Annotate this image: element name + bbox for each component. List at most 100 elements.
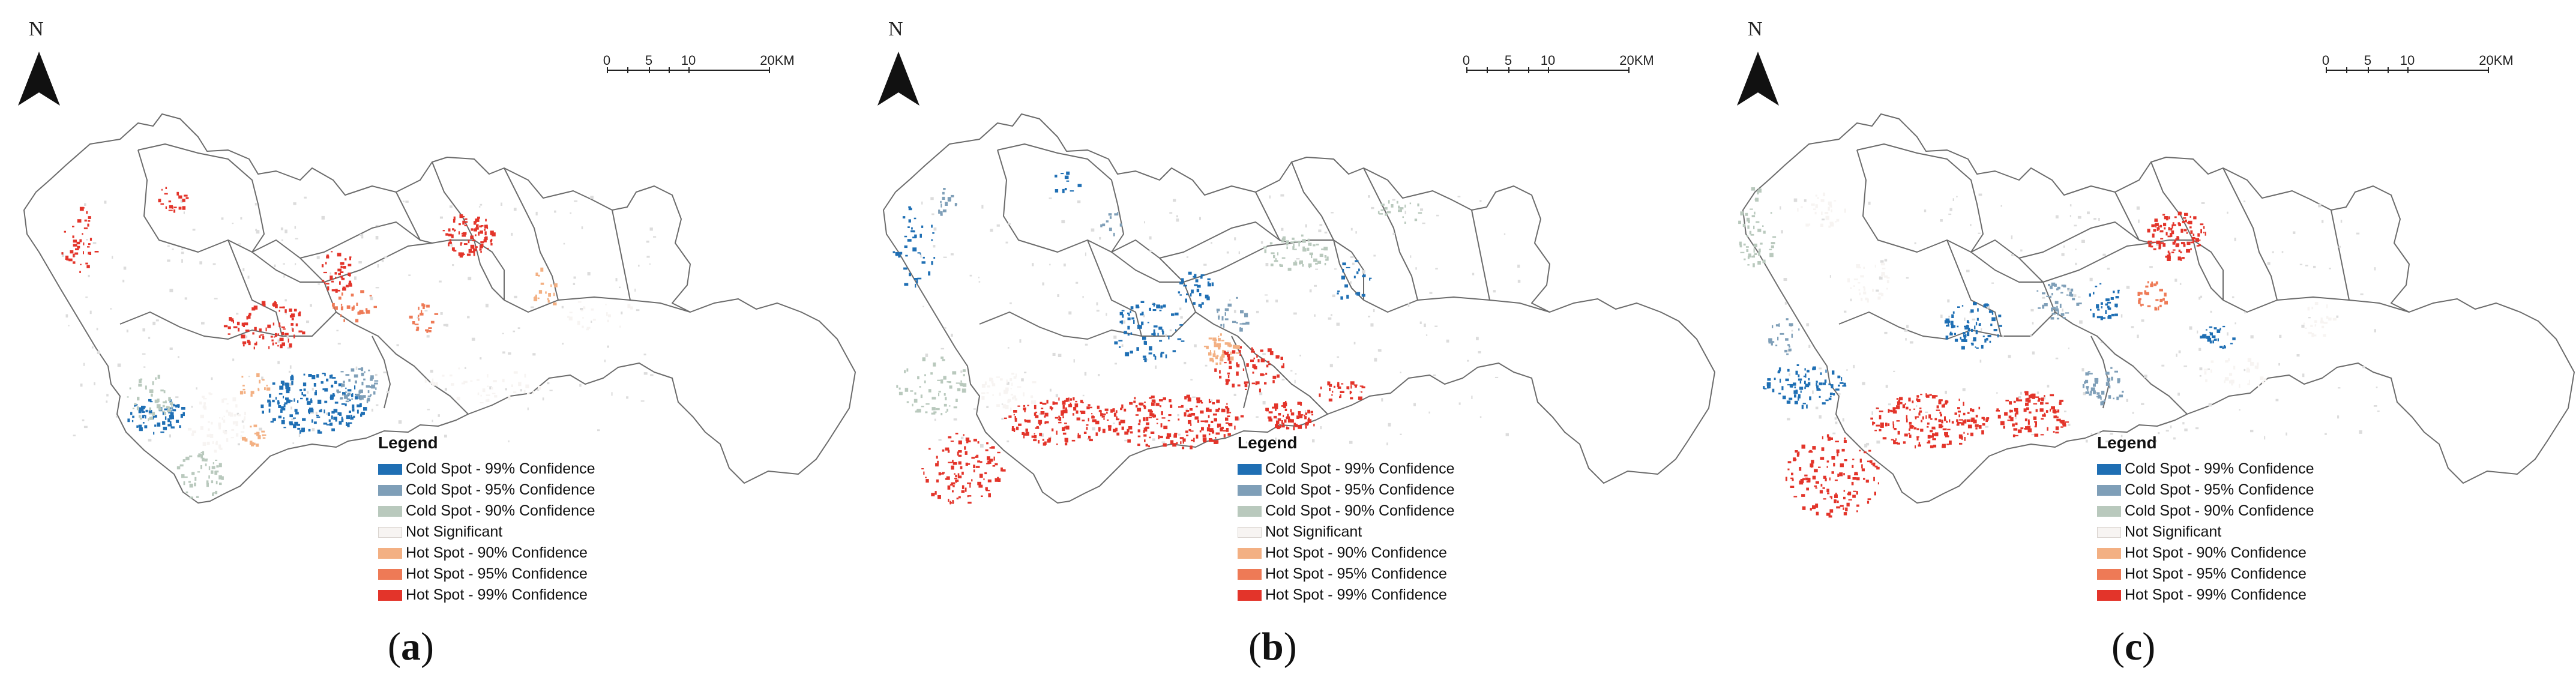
spot-cluster (1297, 402, 1301, 405)
spot-cluster (2229, 380, 2231, 384)
spot-not-significant (181, 259, 183, 263)
spot-cluster (1179, 437, 1184, 439)
spot-cluster (1238, 349, 1241, 353)
spot-not-significant (439, 280, 442, 283)
spot-cluster (285, 385, 289, 390)
spot-cluster (2163, 223, 2167, 226)
spot-cluster (2147, 229, 2150, 233)
spot-cluster (2026, 407, 2029, 411)
legend-label: Cold Spot - 95% Confidence (1265, 481, 1455, 498)
spot-cluster (301, 392, 303, 396)
spot-not-significant (990, 229, 993, 232)
spot-cluster (961, 485, 964, 489)
spot-cluster (176, 466, 181, 470)
district-line (2222, 299, 2278, 313)
spot-cluster (537, 297, 540, 299)
spot-cluster (1795, 370, 1798, 375)
spot-cluster (1355, 293, 1358, 295)
spot-cluster (262, 434, 266, 436)
spot-cluster (2051, 313, 2056, 315)
spot-cluster (295, 323, 298, 326)
spot-not-significant (438, 414, 440, 417)
spot-cluster (907, 239, 912, 242)
spot-cluster (296, 424, 300, 426)
spot-cluster (481, 243, 484, 247)
spot-not-significant (2064, 411, 2066, 412)
spot-cluster (1298, 424, 1302, 429)
spot-not-significant (1098, 374, 1100, 376)
district-line (1213, 323, 1328, 415)
spot-cluster (1283, 236, 1286, 241)
spot-cluster (945, 478, 948, 480)
spot-cluster (283, 404, 286, 408)
spot-not-significant (1319, 224, 1323, 226)
spot-cluster (1758, 188, 1762, 193)
spot-cluster (340, 262, 345, 265)
spot-cluster (308, 375, 312, 377)
spot-cluster (1823, 192, 1826, 196)
spot-cluster (1417, 203, 1419, 206)
spot-cluster (1828, 436, 1831, 441)
spot-cluster (2087, 371, 2090, 373)
spot-cluster (360, 403, 362, 407)
spot-cluster (414, 323, 419, 325)
spot-not-significant (579, 384, 582, 387)
spot-cluster (1786, 400, 1791, 404)
spot-cluster (1239, 328, 1243, 332)
spot-not-significant (2198, 348, 2201, 351)
spot-cluster (1324, 255, 1327, 258)
spot-cluster (1010, 378, 1013, 382)
spot-cluster (989, 378, 992, 382)
spot-cluster (1056, 430, 1058, 435)
spot-not-significant (294, 226, 296, 229)
spot-not-significant (1789, 373, 1790, 376)
spot-cluster (1200, 410, 1204, 414)
spot-cluster (257, 388, 259, 391)
spot-cluster (985, 487, 988, 491)
spot-cluster (1236, 362, 1238, 367)
spot-cluster (1290, 412, 1295, 416)
spot-cluster (1290, 409, 1292, 412)
spot-not-significant (1314, 284, 1317, 287)
spot-cluster (1971, 417, 1975, 421)
spot-cluster (1807, 370, 1810, 373)
spot-cluster (1208, 415, 1210, 418)
spot-cluster (1209, 350, 1211, 353)
spot-cluster (1114, 341, 1118, 344)
spot-cluster (298, 330, 302, 332)
spot-cluster (1975, 427, 1978, 430)
spot-cluster (347, 393, 351, 396)
spot-not-significant (94, 382, 95, 385)
spot-cluster (1892, 407, 1897, 409)
spot-cluster (903, 267, 907, 270)
spot-cluster (1055, 417, 1058, 419)
spot-cluster (2189, 215, 2191, 218)
spot-cluster (1302, 246, 1305, 248)
spot-cluster (1137, 429, 1140, 433)
spot-cluster (290, 323, 293, 326)
spot-cluster (278, 393, 283, 395)
spot-not-significant (2199, 367, 2203, 370)
legend-swatch (378, 484, 402, 496)
spot-cluster (316, 374, 319, 378)
spot-cluster (87, 246, 90, 248)
spot-cluster (2051, 293, 2053, 296)
spot-cluster (157, 423, 161, 427)
spot-cluster (148, 413, 152, 415)
spot-not-significant (1005, 241, 1008, 244)
spot-cluster (2158, 306, 2159, 311)
spot-cluster (163, 390, 166, 394)
spot-cluster (272, 382, 275, 385)
spot-cluster (1894, 428, 1897, 430)
spot-not-significant (2008, 355, 2011, 358)
spot-cluster (187, 427, 192, 431)
spot-cluster (68, 258, 73, 262)
district-line (2114, 191, 2152, 244)
spot-cluster (902, 216, 906, 218)
spot-cluster (1215, 409, 1220, 412)
spot-cluster (1304, 414, 1305, 417)
spot-cluster (1856, 477, 1860, 481)
spot-cluster (630, 306, 633, 310)
map-panel-b: N 0 5 10 20KM Legend Cold Spot - 99% Con… (859, 0, 1718, 689)
spot-cluster (1826, 466, 1828, 468)
